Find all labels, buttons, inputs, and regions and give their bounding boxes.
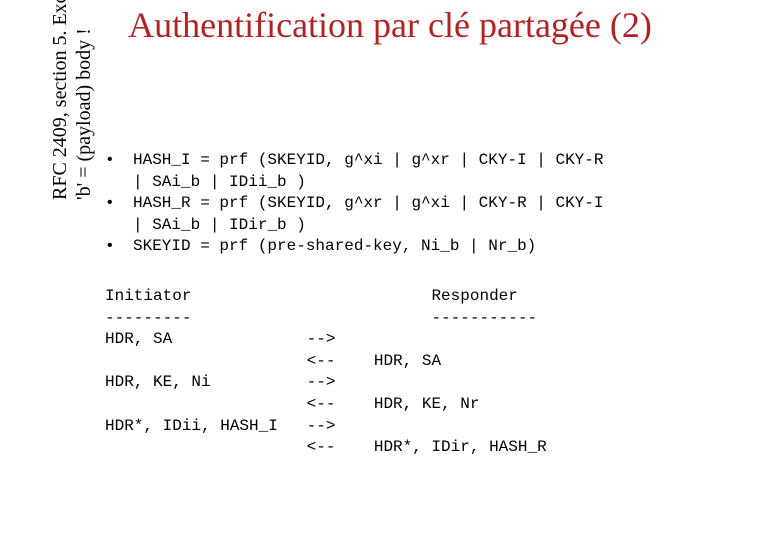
bullet-item: •HASH_I = prf (SKEYID, g^xi | g^xr | CKY…: [105, 150, 760, 172]
side-annotation: RFC 2409, section 5. Exchanges 'b' = (pa…: [48, 0, 96, 200]
side-annotation-line1: RFC 2409, section 5. Exchanges: [49, 0, 71, 200]
exchange-diagram: Initiator Responder --------- ----------…: [105, 286, 760, 459]
bullet-list: •HASH_I = prf (SKEYID, g^xi | g^xr | CKY…: [105, 150, 760, 258]
content-area: •HASH_I = prf (SKEYID, g^xi | g^xr | CKY…: [105, 150, 760, 459]
slide: Authentification par clé partagée (2) RF…: [0, 0, 780, 540]
bullet-item-cont: | SAi_b | IDii_b ): [105, 172, 760, 194]
bullet-item: •HASH_R = prf (SKEYID, g^xr | g^xi | CKY…: [105, 193, 760, 215]
side-annotation-line2: 'b' = (payload) body !: [72, 0, 96, 200]
bullet-item: •SKEYID = prf (pre-shared-key, Ni_b | Nr…: [105, 236, 760, 258]
bullet-item-cont: | SAi_b | IDir_b ): [105, 215, 760, 237]
slide-title: Authentification par clé partagée (2): [0, 4, 780, 46]
